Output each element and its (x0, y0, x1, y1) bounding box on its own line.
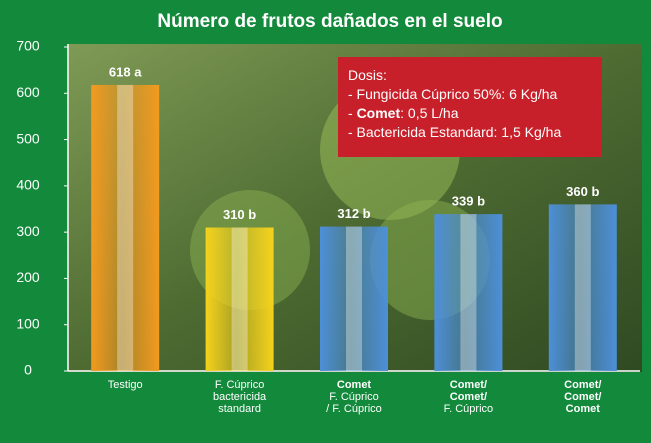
x-tick-label: F. Cúprico (444, 403, 494, 415)
y-tick-label: 700 (16, 38, 40, 54)
chart-title: Número de frutos dañados en el suelo (157, 11, 502, 32)
annotation-text: Comet (357, 105, 401, 121)
y-tick-label: 200 (16, 269, 40, 285)
bar (548, 204, 617, 371)
annotation-text: : 0,5 L/ha (400, 105, 459, 121)
x-tick-label: Comet (566, 403, 601, 415)
x-tick-label: F. Cúprico (329, 391, 379, 403)
x-tick-label: F. Cúprico (215, 379, 265, 391)
bar (205, 227, 274, 371)
data-label: 312 b (337, 206, 370, 221)
x-tick-label: Comet (337, 379, 372, 391)
y-tick-label: 300 (16, 223, 40, 239)
bar-shine (460, 214, 477, 371)
annotation-text: - (348, 105, 357, 121)
bar-shine (346, 226, 362, 371)
bar-shine (574, 204, 591, 371)
x-tick-label: Testigo (108, 379, 143, 391)
annotation-box (338, 57, 602, 157)
data-label: 310 b (223, 207, 256, 222)
annotation-text: Dosis: (348, 67, 387, 83)
bar-shine (117, 84, 134, 371)
annotation-line: Dosis: (348, 67, 387, 83)
y-tick-label: 0 (24, 362, 32, 378)
annotation-text: - Fungicida Cúprico 50%: 6 Kg/ha (348, 86, 558, 102)
y-tick-label: 100 (16, 315, 40, 331)
x-tick-label: standard (218, 403, 261, 415)
bar (320, 226, 388, 371)
annotation-line: - Comet: 0,5 L/ha (348, 105, 459, 121)
bar-shine (231, 227, 248, 371)
bar (434, 214, 503, 371)
x-tick-label: Comet/ (564, 391, 601, 403)
y-tick-label: 400 (16, 177, 40, 193)
y-tick-label: 500 (16, 130, 40, 146)
bar (91, 84, 160, 371)
data-label: 618 a (109, 64, 142, 79)
x-tick-label: bactericida (213, 391, 267, 403)
data-label: 360 b (566, 184, 599, 199)
x-tick-label: Comet/ (564, 379, 601, 391)
x-tick-label: Comet/ (450, 391, 487, 403)
x-tick-label: Comet/ (450, 379, 487, 391)
annotation-line: - Bactericida Estandard: 1,5 Kg/ha (348, 124, 561, 140)
data-label: 339 b (452, 194, 485, 209)
x-tick-label: / F. Cúprico (326, 403, 382, 415)
annotation-line: - Fungicida Cúprico 50%: 6 Kg/ha (348, 86, 558, 102)
annotation-text: - Bactericida Estandard: 1,5 Kg/ha (348, 124, 561, 140)
y-tick-label: 600 (16, 84, 40, 100)
